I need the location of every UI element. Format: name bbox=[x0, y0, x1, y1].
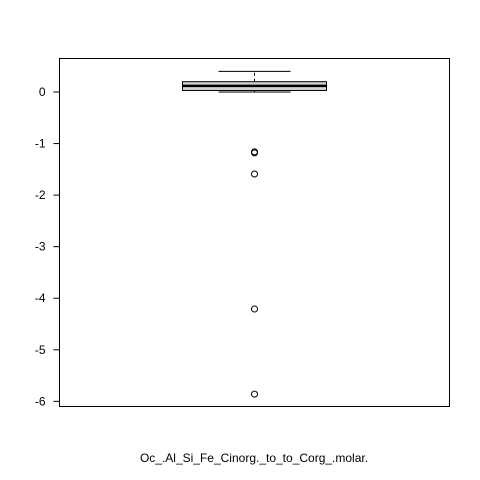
outlier-point-3 bbox=[251, 305, 258, 313]
y-tick-label-2: -2 bbox=[35, 188, 46, 202]
plot-frame bbox=[59, 58, 450, 407]
y-tick-label-4: -4 bbox=[35, 291, 46, 305]
y-tick-label-3: -3 bbox=[35, 240, 46, 254]
y-tick-label-0: 0 bbox=[39, 85, 46, 99]
y-tick-label-1: -1 bbox=[35, 137, 46, 151]
y-tick-label-6: -6 bbox=[35, 394, 46, 408]
outlier-group bbox=[251, 148, 258, 398]
x-axis-label: Oc_.Al_Si_Fe_Cinorg._to_to_Corg_.molar. bbox=[140, 451, 368, 465]
y-tick-label-5: -5 bbox=[35, 343, 46, 357]
outlier-point-2 bbox=[251, 170, 258, 178]
outlier-point-1 bbox=[251, 149, 258, 157]
y-axis: 0 -1 -2 -3 -4 -5 -6 bbox=[35, 85, 60, 408]
box-group bbox=[182, 70, 327, 93]
outlier-point-4 bbox=[251, 390, 258, 398]
